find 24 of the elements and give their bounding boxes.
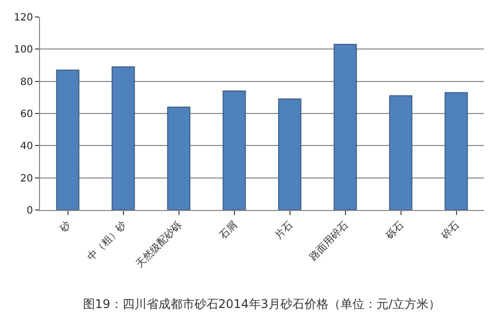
x-tick-label: 砂 (57, 219, 74, 236)
y-tick-label: 20 (20, 173, 33, 184)
x-tick-label: 石屑 (218, 220, 240, 242)
bar (444, 92, 468, 210)
y-tick-label: 40 (20, 141, 33, 152)
bar (112, 66, 135, 210)
x-tick-label: 天然级配砂砾 (133, 219, 184, 270)
x-tick-label: 砾石 (383, 219, 406, 243)
y-tick-label: 100 (14, 44, 33, 56)
y-tick-label: 0 (26, 206, 33, 216)
bar (334, 44, 357, 210)
x-tick-label: 路面用碎石 (307, 219, 351, 264)
y-tick-label: 120 (14, 12, 33, 24)
x-tick-label: 片石 (272, 219, 296, 242)
bar (389, 95, 412, 210)
bar (167, 106, 190, 210)
y-tick-label: 60 (20, 109, 33, 120)
x-tick-label: 碎石 (438, 219, 462, 243)
text: 图19：四川省成都市砂石2014年3月砂石价格（单位：元/立方米） (83, 297, 440, 311)
y-tick-label: 80 (20, 76, 33, 88)
bar (278, 98, 302, 210)
x-tick-label: 中（粗）砂 (85, 219, 129, 264)
bar (222, 90, 246, 210)
bar (56, 70, 80, 210)
